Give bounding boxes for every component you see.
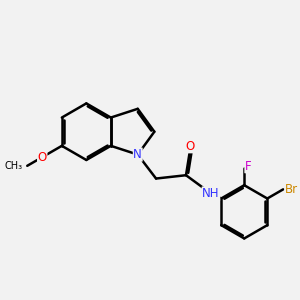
Text: O: O <box>185 140 195 153</box>
Text: CH₃: CH₃ <box>4 161 22 171</box>
Text: NH: NH <box>202 187 220 200</box>
Text: F: F <box>245 160 251 173</box>
Text: O: O <box>38 151 47 164</box>
Text: Br: Br <box>285 183 298 196</box>
Text: N: N <box>134 148 142 161</box>
